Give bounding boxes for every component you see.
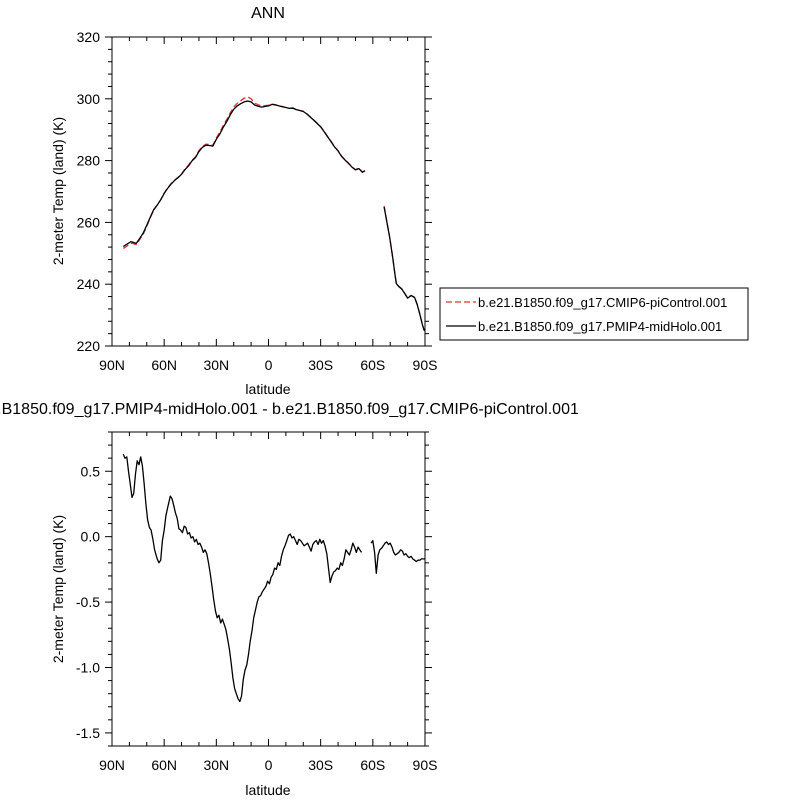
top-y-tick-label: 240 (77, 276, 101, 292)
legend-box (439, 287, 749, 341)
bottom-x-tick-label: 90S (413, 757, 438, 773)
top-x-tick-label: 90S (413, 357, 438, 373)
top-series-1-line-segment-1 (383, 206, 426, 332)
bottom-series-0-line-segment-1 (370, 539, 425, 574)
top-y-tick-label: 300 (77, 91, 101, 107)
bottom-plot-frame (111, 431, 426, 747)
bottom-chart-title: b.e21.B1850.f09_g17.PMIP4-midHolo.001 - … (0, 401, 579, 418)
bottom-axis-ticks: 90N 60N 30N 0 30S 60S 90S -1.5 -1.0 -0.5 0.0 0.5 (76, 431, 438, 773)
top-x-tick-label: 30S (308, 357, 333, 373)
top-x-tick-label: 60N (151, 357, 177, 373)
top-x-tick-label: 60S (360, 357, 385, 373)
bottom-x-tick-label: 0 (265, 757, 273, 773)
top-y-tick-label: 260 (77, 214, 101, 230)
top-y-axis-label: 2-meter Temp (land) (K) (50, 117, 66, 265)
bottom-y-tick-label: 0.5 (81, 463, 101, 479)
bottom-series-0-line-segment-0 (122, 453, 363, 703)
top-chart-title: ANN (251, 5, 285, 22)
top-plot-frame (111, 36, 426, 347)
legend-label-picontrol: b.e21.B1850.f09_g17.CMIP6-piControl.001 (478, 295, 727, 310)
top-series-0-line-segment-0 (122, 96, 366, 249)
top-x-tick-label: 30N (203, 357, 229, 373)
bottom-x-tick-label: 30S (308, 757, 333, 773)
bottom-y-tick-label: 0.0 (81, 529, 101, 545)
bottom-x-axis-label: latitude (245, 782, 290, 798)
legend: b.e21.B1850.f09_g17.CMIP6-piControl.001 … (439, 287, 749, 341)
bottom-panel: b.e21.B1850.f09_g17.PMIP4-midHolo.001 - … (0, 401, 579, 798)
top-series-1-line-segment-0 (122, 100, 366, 248)
top-x-tick-label: 0 (265, 357, 273, 373)
top-y-tick-label: 320 (77, 29, 101, 45)
bottom-y-tick-label: -1.5 (76, 725, 100, 741)
bottom-y-axis-label: 2-meter Temp (land) (K) (50, 515, 66, 663)
bottom-plot-area (122, 453, 425, 703)
bottom-x-tick-label: 90N (99, 757, 125, 773)
bottom-x-tick-label: 60N (151, 757, 177, 773)
bottom-y-tick-label: -0.5 (76, 594, 100, 610)
bottom-x-tick-label: 30N (203, 757, 229, 773)
bottom-x-tick-label: 60S (360, 757, 385, 773)
legend-label-midholo: b.e21.B1850.f09_g17.PMIP4-midHolo.001 (478, 319, 722, 334)
top-y-tick-label: 280 (77, 153, 101, 169)
top-axis-ticks: 90N 60N 30N 0 30S 60S 90S 220 240 260 280 300 320 (77, 29, 438, 373)
top-x-tick-label: 90N (99, 357, 125, 373)
bottom-y-tick-label: -1.0 (76, 660, 100, 676)
top-x-axis-label: latitude (245, 381, 290, 397)
top-plot-area (122, 96, 426, 332)
top-panel: ANN 90N 60N 30N 0 30S 60S 90S 220 240 260 280 300 32… (50, 5, 437, 397)
top-y-tick-label: 220 (77, 338, 101, 354)
